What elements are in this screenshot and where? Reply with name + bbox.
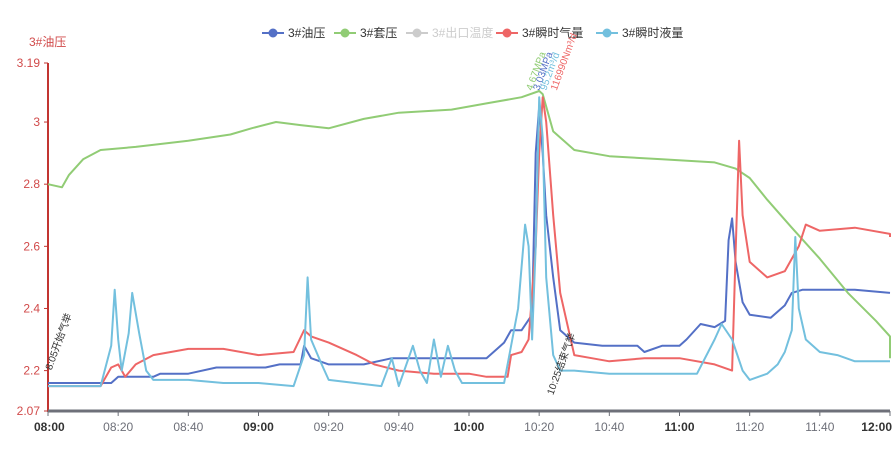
x-tick-label: 10:00 (454, 420, 485, 434)
legend-label: 3#油压 (288, 26, 325, 40)
y-tick-label: 2.07 (17, 404, 41, 418)
x-tick-label: 10:40 (594, 420, 624, 434)
legend-dot-icon (412, 28, 422, 38)
legend[interactable]: 3#油压 3#套压 3#出口温度 3#瞬时气量 3#瞬时液量 (262, 25, 683, 40)
legend-item[interactable]: 3#瞬时液量 (596, 25, 683, 40)
x-tick-label: 08:40 (173, 420, 203, 434)
y-tick-label: 2.6 (23, 239, 40, 253)
y-tick-label: 3.19 (17, 56, 41, 70)
y-tick-label: 3 (33, 115, 40, 129)
series-layer (47, 90, 891, 388)
legend-item[interactable]: 3#套压 (334, 26, 397, 40)
legend-label: 3#瞬时气量 (522, 25, 583, 40)
y-axis: 3.19 3 2.8 2.6 2.4 2.2 2.07 (17, 56, 49, 418)
y-axis-title: 3#油压 (29, 35, 66, 49)
legend-dot-icon (502, 28, 512, 38)
legend-dot-icon (602, 28, 612, 38)
legend-item[interactable]: 3#瞬时气量 (496, 25, 583, 40)
legend-item[interactable]: 3#出口温度 (406, 25, 493, 40)
legend-dot-icon (340, 28, 350, 38)
series-line-5 (48, 96, 890, 388)
series-line-4 (48, 96, 891, 388)
series-line-2 (47, 90, 891, 359)
annotation-label: 10:25结束气举 (544, 331, 578, 397)
x-tick-label: 11:40 (805, 420, 834, 434)
legend-label: 3#套压 (360, 26, 397, 40)
x-tick-label: 11:00 (664, 420, 694, 434)
annotation-label: 8:05开始气举 (42, 311, 75, 371)
x-tick-label: 08:00 (34, 420, 65, 434)
x-tick-label: 09:40 (384, 420, 414, 434)
x-tick-label: 11:20 (735, 420, 764, 434)
x-tick-label: 12:00 (861, 420, 892, 434)
x-tick-label: 10:20 (524, 420, 554, 434)
x-tick-label: 08:20 (103, 420, 133, 434)
legend-label: 3#瞬时液量 (622, 25, 683, 40)
legend-label: 3#出口温度 (432, 25, 493, 40)
x-tick-label: 09:20 (314, 420, 344, 434)
legend-dot-icon (268, 28, 278, 38)
y-tick-label: 2.8 (23, 177, 40, 191)
x-axis: 08:00 08:20 08:40 09:00 09:20 09:40 10:00 10:20… (34, 409, 892, 434)
y-tick-label: 2.4 (23, 301, 40, 315)
x-tick-label: 09:00 (243, 420, 274, 434)
series-line-1 (48, 105, 891, 384)
y-tick-label: 2.2 (23, 364, 40, 378)
legend-item[interactable]: 3#油压 (262, 26, 325, 40)
